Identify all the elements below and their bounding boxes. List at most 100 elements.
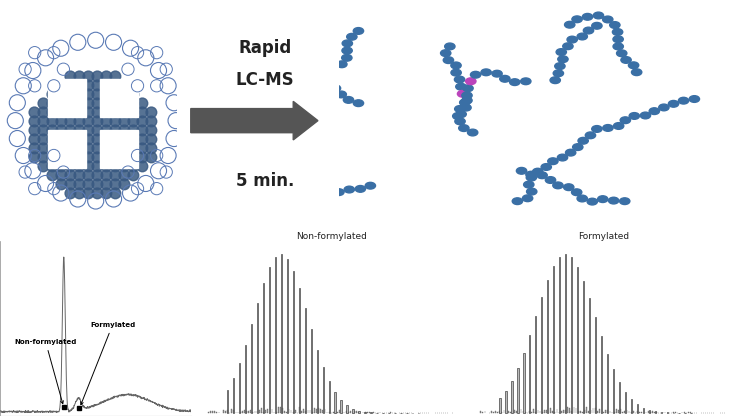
Bar [339,410,340,413]
Circle shape [29,152,40,163]
Circle shape [38,152,49,163]
Circle shape [110,116,121,127]
Circle shape [146,143,157,154]
Circle shape [609,22,620,28]
Circle shape [65,98,76,109]
Circle shape [101,107,112,118]
Bar [212,411,213,413]
Circle shape [553,70,564,77]
Circle shape [307,71,317,78]
Bar [565,410,566,413]
Bar [523,353,525,413]
Circle shape [598,196,608,203]
Circle shape [128,170,139,181]
Circle shape [47,125,58,136]
Circle shape [137,143,148,154]
Circle shape [227,198,238,205]
Circle shape [456,111,467,117]
Bar [233,378,234,413]
Bar [620,409,621,413]
Bar [539,411,540,413]
Circle shape [451,62,461,69]
Circle shape [65,71,76,82]
Circle shape [565,149,576,156]
Bar [250,410,251,413]
Bar [508,411,509,413]
Bar [613,369,614,413]
Circle shape [110,98,121,109]
Bar [633,411,634,413]
Bar [99,79,138,117]
Circle shape [110,71,121,82]
Circle shape [65,188,76,199]
Circle shape [453,113,463,119]
Bar [231,409,232,413]
Circle shape [101,134,112,145]
Bar [353,409,354,413]
Circle shape [83,98,93,109]
Bar [662,412,663,413]
Bar [341,400,342,413]
Circle shape [461,97,472,104]
Circle shape [258,206,268,213]
Bar [592,408,593,413]
Bar [312,412,313,413]
Circle shape [470,72,481,78]
Circle shape [286,72,296,79]
Circle shape [74,80,85,91]
Circle shape [65,116,76,127]
Bar [626,410,627,413]
Circle shape [541,163,551,171]
Bar [652,411,653,413]
Circle shape [38,143,49,154]
Circle shape [119,179,130,190]
Circle shape [110,152,121,163]
Circle shape [47,152,58,163]
Circle shape [353,27,364,34]
Bar [370,412,372,413]
Circle shape [297,213,308,219]
Bar [535,316,537,413]
Bar [305,308,306,413]
Bar [541,297,542,413]
Bar [512,412,513,413]
Circle shape [517,168,527,174]
Circle shape [459,99,470,106]
Bar [514,410,515,413]
Circle shape [342,54,352,61]
Bar [589,298,590,413]
Circle shape [110,170,121,181]
Circle shape [659,104,669,111]
Bar [648,410,650,413]
Circle shape [83,89,93,100]
Bar [280,254,282,413]
Bar [280,407,281,413]
Circle shape [56,89,67,100]
Bar [244,410,245,413]
Bar [363,411,364,413]
Bar [99,130,138,168]
Circle shape [38,98,49,109]
Circle shape [47,143,58,154]
Circle shape [558,56,568,62]
Circle shape [65,89,76,100]
Circle shape [564,184,574,191]
Circle shape [454,76,464,83]
Bar [318,409,319,413]
Circle shape [29,134,40,145]
Circle shape [74,98,85,109]
Bar [510,412,511,413]
Bar [257,303,258,413]
Circle shape [128,116,139,127]
Bar [583,281,584,413]
Circle shape [584,27,594,34]
Bar [354,411,355,413]
Bar [314,408,315,413]
Bar [261,408,262,413]
Circle shape [92,98,103,109]
Circle shape [128,152,139,163]
Circle shape [38,107,49,118]
Bar [367,412,368,413]
Circle shape [455,118,465,125]
Bar [580,411,581,413]
